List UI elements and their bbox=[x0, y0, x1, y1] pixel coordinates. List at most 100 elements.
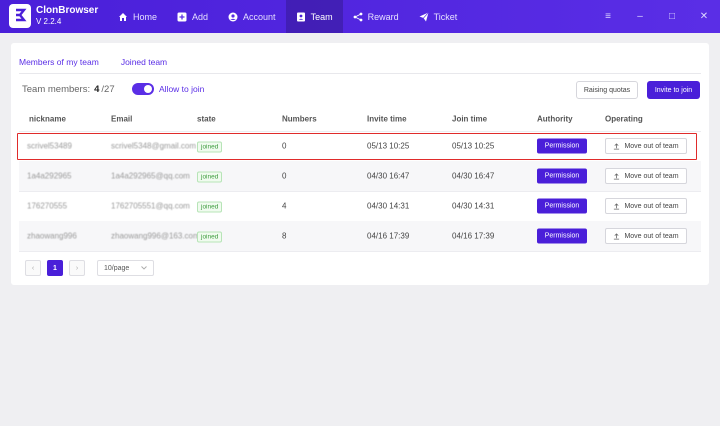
cell-join-time: 04/30 16:47 bbox=[452, 171, 495, 181]
cell-numbers: 8 bbox=[282, 231, 287, 241]
move-out-label: Move out of team bbox=[624, 232, 679, 240]
move-out-of-team-button[interactable]: Move out of team bbox=[605, 168, 687, 184]
table-divider bbox=[19, 131, 701, 132]
page-size-select[interactable]: 10/page bbox=[97, 260, 154, 276]
cell-email: scrivel5348@gmail.com bbox=[111, 141, 197, 151]
team-card: Members of my team Joined team Team memb… bbox=[11, 43, 709, 285]
nav-home-label: Home bbox=[133, 11, 158, 22]
plus-square-icon bbox=[177, 12, 187, 21]
move-out-label: Move out of team bbox=[624, 172, 679, 180]
status-badge: joined bbox=[197, 231, 223, 243]
paper-plane-icon bbox=[419, 11, 429, 21]
cell-nickname: scrivel53489 bbox=[27, 141, 72, 151]
tab-members-of-my-team[interactable]: Members of my team bbox=[19, 55, 99, 74]
allow-join-toggle[interactable] bbox=[132, 83, 154, 95]
table-row: 1a4a292965 1a4a292965@qq.com joined 0 04… bbox=[19, 161, 701, 191]
close-icon[interactable]: ✕ bbox=[699, 11, 709, 22]
tab-divider bbox=[19, 73, 701, 74]
members-label: Team members: bbox=[22, 84, 91, 95]
minimize-icon[interactable]: – bbox=[637, 11, 643, 22]
move-out-label: Move out of team bbox=[624, 202, 679, 210]
header-state: state bbox=[197, 114, 216, 123]
nav-team-label: Team bbox=[310, 11, 333, 22]
app-name: ClonBrowser bbox=[36, 5, 99, 16]
cell-invite-time: 04/30 14:31 bbox=[367, 201, 410, 211]
permission-button[interactable]: Permission bbox=[537, 228, 587, 244]
team-members-count: Team members: 4 / 27 bbox=[22, 84, 115, 95]
move-out-of-team-button[interactable]: Move out of team bbox=[605, 138, 687, 154]
cell-invite-time: 04/30 16:47 bbox=[367, 171, 410, 181]
cell-invite-time: 05/13 10:25 bbox=[367, 141, 410, 151]
nav-home[interactable]: Home bbox=[108, 0, 167, 33]
page-1-button[interactable]: 1 bbox=[47, 260, 63, 276]
chevron-down-icon bbox=[141, 266, 147, 270]
cell-email: 1a4a292965@qq.com bbox=[111, 171, 190, 181]
header-numbers: Numbers bbox=[282, 114, 317, 123]
cell-numbers: 0 bbox=[282, 141, 287, 151]
members-count: 4 bbox=[94, 84, 100, 95]
share-icon bbox=[353, 12, 362, 21]
app-logo bbox=[9, 4, 31, 28]
menu-icon[interactable]: ≡ bbox=[605, 11, 611, 22]
page-size-value: 10/page bbox=[104, 264, 130, 272]
prev-page-button[interactable]: ‹ bbox=[25, 260, 41, 276]
nav-ticket[interactable]: Ticket bbox=[409, 0, 468, 33]
table-divider bbox=[19, 191, 701, 192]
table-row: zhaowang996 zhaowang996@163.com joined 8… bbox=[19, 221, 701, 251]
nav-account-label: Account bbox=[243, 11, 276, 22]
cell-join-time: 04/16 17:39 bbox=[452, 231, 495, 241]
table-row: scrivel53489 scrivel5348@gmail.com joine… bbox=[19, 131, 701, 161]
brand: ClonBrowser V 2.2.4 bbox=[36, 5, 98, 27]
team-tabs: Members of my team Joined team bbox=[19, 55, 189, 74]
nav-add[interactable]: Add bbox=[167, 0, 218, 33]
header-join-time: Join time bbox=[452, 114, 488, 123]
upload-icon bbox=[614, 202, 620, 210]
status-badge: joined bbox=[197, 141, 223, 153]
status-badge: joined bbox=[197, 171, 223, 183]
invite-to-join-button[interactable]: Invite to join bbox=[647, 81, 700, 99]
permission-button[interactable]: Permission bbox=[537, 168, 587, 184]
upload-icon bbox=[614, 232, 620, 240]
cell-nickname: 1a4a292965 bbox=[27, 171, 72, 181]
nav-team[interactable]: Team bbox=[285, 0, 343, 33]
app-version: V 2.2.4 bbox=[36, 17, 62, 26]
cell-nickname: zhaowang996 bbox=[27, 231, 77, 241]
top-bar: ClonBrowser V 2.2.4 Home Add Account Tea… bbox=[0, 0, 720, 33]
maximize-icon[interactable]: □ bbox=[668, 11, 676, 22]
nav-account[interactable]: Account bbox=[218, 0, 286, 33]
header-operating: Operating bbox=[605, 114, 643, 123]
team-icon bbox=[296, 12, 305, 21]
cell-join-time: 04/30 14:31 bbox=[452, 201, 495, 211]
permission-button[interactable]: Permission bbox=[537, 198, 587, 214]
next-page-button[interactable]: › bbox=[69, 260, 85, 276]
allow-join-label: Allow to join bbox=[159, 84, 205, 94]
status-badge: joined bbox=[197, 201, 223, 213]
header-nickname: nickname bbox=[29, 114, 66, 123]
permission-button[interactable]: Permission bbox=[537, 138, 587, 154]
nav-ticket-label: Ticket bbox=[433, 11, 458, 22]
move-out-label: Move out of team bbox=[624, 142, 679, 150]
tab-joined-team[interactable]: Joined team bbox=[120, 57, 168, 67]
move-out-of-team-button[interactable]: Move out of team bbox=[605, 198, 687, 214]
raising-quotas-button[interactable]: Raising quotas bbox=[576, 81, 638, 99]
members-limit: 27 bbox=[104, 84, 115, 95]
upload-icon bbox=[614, 172, 620, 180]
cell-join-time: 05/13 10:25 bbox=[452, 141, 495, 151]
pagination: ‹ 1 › 10/page bbox=[25, 260, 154, 276]
user-circle-icon bbox=[228, 12, 238, 21]
header-email: Email bbox=[111, 114, 133, 123]
cell-numbers: 4 bbox=[282, 201, 287, 211]
home-icon bbox=[119, 12, 127, 21]
cell-invite-time: 04/16 17:39 bbox=[367, 231, 410, 241]
move-out-of-team-button[interactable]: Move out of team bbox=[605, 228, 687, 244]
window-controls: ≡ – □ ✕ bbox=[592, 0, 720, 33]
cell-numbers: 0 bbox=[282, 171, 287, 181]
nav-reward-label: Reward bbox=[367, 11, 399, 22]
upload-icon bbox=[614, 142, 620, 150]
table-row: 176270555 1762705551@qq.com joined 4 04/… bbox=[19, 191, 701, 221]
main-nav: Home Add Account Team Reward Ticket bbox=[108, 0, 467, 33]
members-separator: / bbox=[101, 84, 105, 95]
header-authority: Authority bbox=[537, 114, 573, 123]
table-divider bbox=[19, 251, 701, 252]
nav-reward[interactable]: Reward bbox=[343, 0, 409, 33]
